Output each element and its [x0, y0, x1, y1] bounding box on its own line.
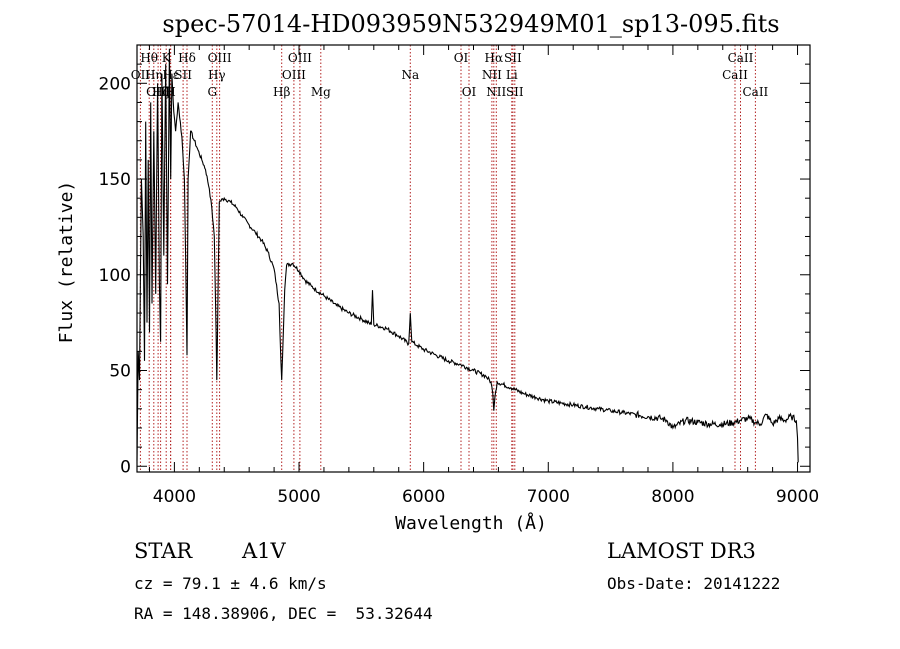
line-marker-label: Hγ: [208, 68, 226, 82]
obs-date: Obs-Date: 20141222: [607, 574, 781, 593]
line-marker-label: Hη: [145, 68, 163, 82]
x-axis-label: Wavelength (Å): [395, 512, 547, 534]
survey-name: LAMOST DR3: [607, 539, 756, 563]
line-marker-label: Li: [506, 68, 518, 82]
x-tick-label: 5000: [277, 487, 320, 507]
line-marker-label: NII: [482, 68, 502, 82]
coordinates: RA = 148.38906, DEC = 53.32644: [134, 604, 433, 623]
line-marker-label: Mg: [311, 85, 331, 99]
object-type: STAR: [134, 539, 193, 563]
line-marker-label: OII: [131, 68, 151, 82]
y-tick-label: 150: [99, 170, 131, 190]
line-marker-label: Hζ: [152, 85, 169, 99]
y-axis-label: Flux (relative): [56, 181, 77, 344]
y-tick-label: 100: [99, 266, 131, 286]
line-marker-label: K: [162, 51, 172, 65]
line-marker-label: SII: [506, 85, 524, 99]
x-tick-label: 8000: [651, 487, 694, 507]
line-marker-label: Hδ: [178, 51, 196, 65]
line-marker-label: OIII: [146, 85, 170, 99]
redshift-cz: cz = 79.1 ± 4.6 km/s: [134, 574, 327, 593]
spectrum-line: [136, 48, 799, 463]
line-marker-label: Hβ: [273, 85, 290, 99]
y-tick-label: 0: [120, 457, 131, 477]
line-marker-label: OIII: [288, 51, 312, 65]
x-tick-label: 9000: [776, 487, 819, 507]
line-marker-label: H: [165, 85, 175, 99]
line-marker-label: CaII: [728, 51, 754, 65]
line-marker-label: SII: [174, 68, 192, 82]
line-marker-label: CaII: [722, 68, 748, 82]
plot-frame: [136, 44, 811, 473]
line-marker-label: Hα: [485, 51, 504, 65]
spectral-line-markers: [139, 45, 756, 472]
line-marker-label: OIII: [208, 51, 232, 65]
x-tick-label: 4000: [153, 487, 196, 507]
spectral-subclass: A1V: [242, 539, 286, 563]
line-marker-label: G: [208, 85, 218, 99]
y-tick-label: 200: [99, 74, 131, 94]
line-marker-label: NII: [486, 85, 506, 99]
y-tick-label: 50: [109, 362, 131, 382]
line-marker-label: OI: [454, 51, 469, 65]
line-marker-label: OI: [462, 85, 477, 99]
line-marker-label: SII: [504, 51, 522, 65]
line-marker-label: CaII: [742, 85, 768, 99]
x-tick-label: 6000: [402, 487, 445, 507]
line-marker-label: Na: [401, 68, 419, 82]
line-marker-label: Hε: [162, 68, 179, 82]
line-marker-label: OIII: [282, 68, 306, 82]
chart-title: spec-57014-HD093959N532949M01_sp13-095.f…: [162, 10, 779, 38]
axis-ticks: 4000 5000 6000 7000 8000 9000 0 50 100 150 200: [99, 45, 819, 507]
line-marker-label: Hθ: [140, 51, 158, 65]
x-tick-label: 7000: [527, 487, 570, 507]
